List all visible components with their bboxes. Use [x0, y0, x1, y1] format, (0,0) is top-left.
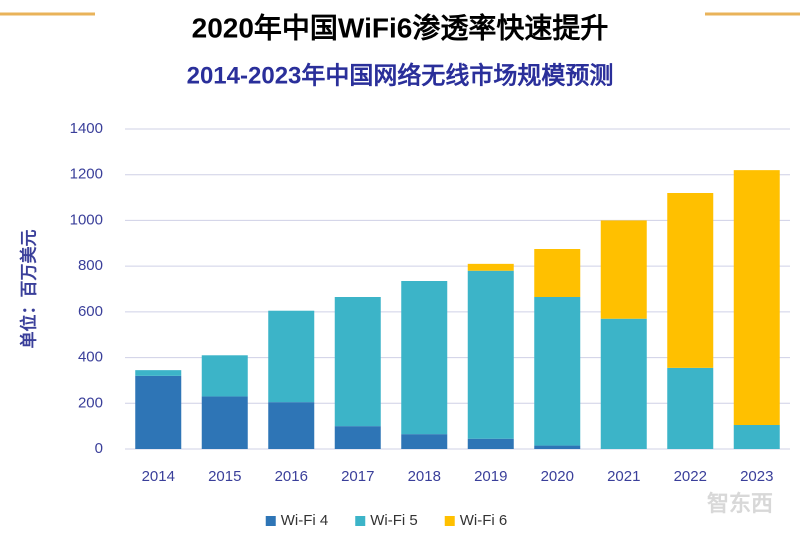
bar-segment [467, 438, 514, 449]
bar-segment [467, 270, 514, 439]
x-tick-label: 2021 [607, 468, 640, 485]
x-tick-label: 2014 [142, 468, 175, 485]
x-tick-label: 2020 [541, 468, 574, 485]
bar-segment [733, 425, 780, 449]
x-tick-label: 2015 [208, 468, 241, 485]
legend-label: Wi-Fi 5 [370, 512, 418, 529]
bar-segment [135, 375, 182, 449]
bar-segment [600, 220, 647, 319]
bar-segment [334, 426, 381, 449]
bar-segment [268, 402, 315, 449]
bar-segment [135, 370, 182, 376]
y-tick-label: 400 [78, 349, 103, 366]
bar-segment [534, 297, 581, 446]
x-tick-label: 2018 [408, 468, 441, 485]
x-tick-label: 2022 [674, 468, 707, 485]
y-tick-label: 800 [78, 257, 103, 274]
legend-swatch [265, 516, 276, 526]
y-tick-label: 0 [95, 440, 103, 457]
chart-title: 2020年中国WiFi6渗透率快速提升 [192, 11, 609, 43]
y-tick-label: 600 [78, 303, 103, 320]
bar-segment [600, 318, 647, 449]
x-tick-label: 2019 [474, 468, 507, 485]
bar-segment [201, 396, 248, 449]
y-tick-label: 1200 [70, 166, 103, 183]
legend-swatch [355, 516, 366, 526]
bar-segment [534, 249, 581, 297]
bar-segment [334, 297, 381, 427]
watermark: 智东西 [707, 491, 773, 516]
bar-segment [201, 355, 248, 397]
x-tick-label: 2023 [740, 468, 773, 485]
x-tick-label: 2017 [341, 468, 374, 485]
chart-subtitle: 2014-2023年中国网络无线市场规模预测 [187, 61, 614, 89]
x-tick-label: 2016 [275, 468, 308, 485]
legend-label: Wi-Fi 4 [281, 512, 329, 529]
legend-swatch [444, 516, 455, 526]
bar-segment [733, 170, 780, 425]
bar-segment [667, 367, 714, 449]
y-tick-label: 200 [78, 394, 103, 411]
y-tick-label: 1400 [70, 120, 103, 137]
bar-segment [534, 445, 581, 449]
y-axis-label: 单位：百万美元 [18, 230, 38, 349]
bar-segment [467, 263, 514, 271]
legend-label: Wi-Fi 6 [460, 512, 508, 529]
bar-segment [667, 193, 714, 368]
bar-segment [401, 281, 448, 435]
y-tick-label: 1000 [70, 211, 103, 228]
bar-segment [401, 434, 448, 449]
bar-segment [268, 310, 315, 403]
